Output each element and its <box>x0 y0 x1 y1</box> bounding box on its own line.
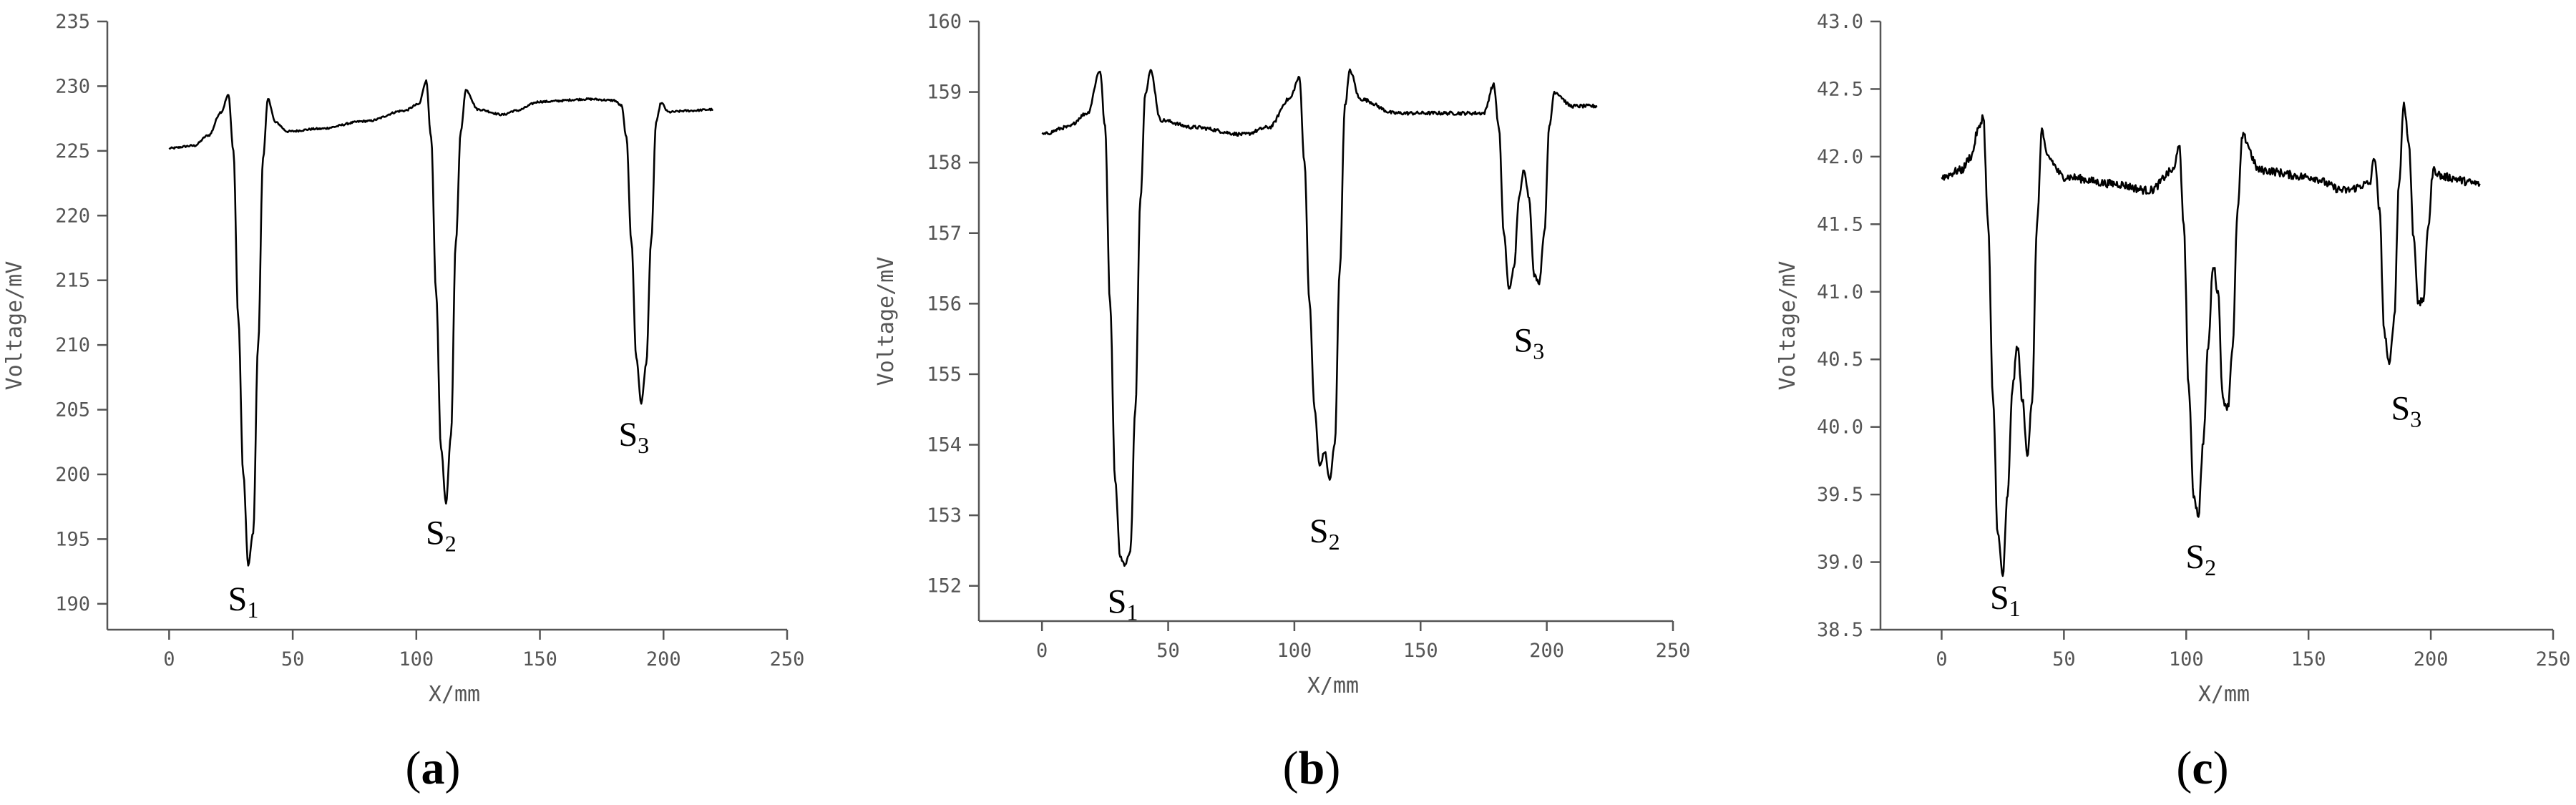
y-tick-label: 235 <box>55 11 90 33</box>
series-line <box>168 79 714 567</box>
y-tick-label: 43.0 <box>1817 11 1863 33</box>
peak-label-s2: S2 <box>426 514 457 557</box>
peak-label-s3: S3 <box>1514 322 1545 364</box>
x-tick-label: 0 <box>1036 640 1048 662</box>
panel-label: (a) <box>406 742 461 794</box>
y-tick-label: 225 <box>55 140 90 162</box>
peak-label-s2: S2 <box>1309 512 1340 555</box>
x-tick-label: 200 <box>1529 640 1564 662</box>
y-tick-label: 158 <box>927 152 962 174</box>
y-tick-label: 41.0 <box>1817 281 1863 303</box>
y-tick-label: 220 <box>55 205 90 227</box>
x-tick-label: 50 <box>1156 640 1180 662</box>
x-tick-label: 0 <box>1936 648 1947 670</box>
x-tick-label: 100 <box>399 648 434 670</box>
y-axis-title: Voltage/mV <box>874 257 899 386</box>
y-tick-label: 230 <box>55 75 90 97</box>
y-tick-label: 205 <box>55 399 90 421</box>
chart-panel-c: 0 50 100 150 200 250 38.5 39.0 39.5 40.0 40.5 41.0 4… <box>1775 11 2570 794</box>
y-tick-label: 200 <box>55 464 90 486</box>
peak-label-s1: S1 <box>228 580 259 623</box>
x-tick-label: 50 <box>2052 648 2076 670</box>
x-axis-title: X/mm <box>1307 673 1359 698</box>
y-tick-label: 42.0 <box>1817 146 1863 168</box>
y-tick-label: 41.5 <box>1817 213 1863 235</box>
y-tick-label: 156 <box>927 293 962 315</box>
peak-label-s3: S3 <box>618 416 649 458</box>
y-tick-label: 40.0 <box>1817 416 1863 439</box>
x-tick-label: 250 <box>1656 640 1691 662</box>
x-tick-label: 150 <box>1403 640 1438 662</box>
peak-label-s1: S1 <box>1108 582 1138 625</box>
x-tick-label: 250 <box>2536 648 2571 670</box>
y-tick-label: 39.5 <box>1817 484 1863 506</box>
y-axis-title: Voltage/mV <box>2 261 27 391</box>
x-tick-label: 0 <box>163 648 175 670</box>
y-tick-label: 39.0 <box>1817 552 1863 574</box>
series-line <box>1041 68 1598 567</box>
y-tick-label: 40.5 <box>1817 348 1863 371</box>
panel-label: (c) <box>2176 742 2228 794</box>
panel-label: (b) <box>1283 742 1341 794</box>
y-tick-label: 157 <box>927 223 962 245</box>
x-tick-label: 150 <box>522 648 557 670</box>
chart-panel-b: 0 50 100 150 200 250 152 153 154 155 156 157 158 159 1… <box>874 11 1690 794</box>
y-tick-label: 152 <box>927 575 962 597</box>
y-tick-label: 195 <box>55 528 90 550</box>
y-tick-label: 190 <box>55 593 90 615</box>
x-tick-label: 200 <box>2414 648 2449 670</box>
peak-label-s1: S1 <box>1990 579 2021 621</box>
y-tick-label: 159 <box>927 82 962 104</box>
chart-panel-a: 0 50 100 150 200 250 190 195 200 205 210 215 220 225 2… <box>2 11 804 794</box>
y-tick-label: 215 <box>55 270 90 292</box>
y-tick-label: 160 <box>927 11 962 33</box>
y-tick-label: 42.5 <box>1817 78 1863 100</box>
y-tick-label: 153 <box>927 504 962 527</box>
x-axis-title: X/mm <box>429 682 480 707</box>
peak-label-s3: S3 <box>2391 389 2422 431</box>
x-tick-label: 250 <box>770 648 805 670</box>
x-tick-label: 100 <box>2169 648 2204 670</box>
x-tick-label: 100 <box>1277 640 1312 662</box>
x-axis-title: X/mm <box>2198 682 2250 707</box>
y-tick-label: 154 <box>927 434 962 457</box>
y-tick-label: 155 <box>927 364 962 386</box>
y-axis-title: Voltage/mV <box>1775 261 1800 391</box>
x-tick-label: 150 <box>2291 648 2326 670</box>
x-tick-label: 200 <box>646 648 681 670</box>
y-tick-label: 38.5 <box>1817 619 1863 641</box>
series-line <box>1941 102 2481 577</box>
x-tick-label: 50 <box>281 648 305 670</box>
peak-label-s2: S2 <box>2185 538 2216 580</box>
y-tick-label: 210 <box>55 334 90 356</box>
